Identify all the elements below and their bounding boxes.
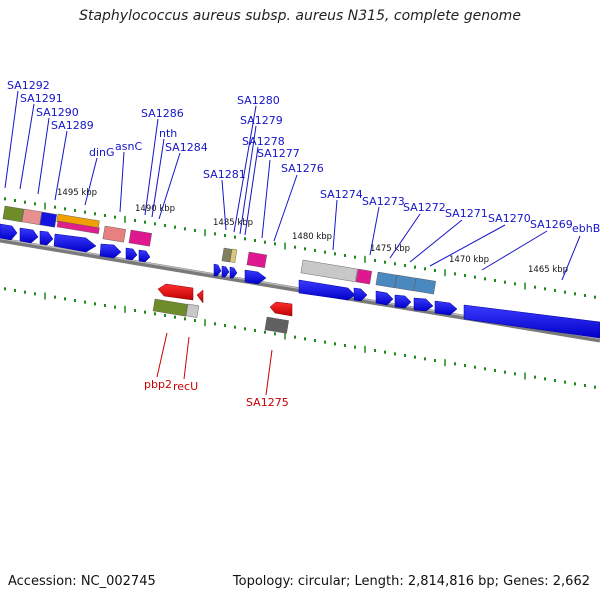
feature-box xyxy=(152,298,188,317)
gene-label: SA1275 xyxy=(246,396,289,409)
feature-box xyxy=(300,259,358,283)
topology-text: Topology: circular; Length: 2,814,816 bp… xyxy=(232,574,590,589)
gene-label: SA1292 xyxy=(7,79,50,92)
gene-label: pbp2 xyxy=(144,378,172,391)
cds-arrow xyxy=(213,263,222,277)
gene-label: SA1269 xyxy=(530,218,573,231)
gene-label: SA1281 xyxy=(203,168,246,181)
gene-label: SA1272 xyxy=(403,201,446,214)
cds-arrow xyxy=(244,269,267,285)
cds-arrow xyxy=(138,249,151,263)
kbp-label: 1480 kbp xyxy=(292,232,332,242)
feature-box xyxy=(355,268,373,285)
cds-arrow-reverse xyxy=(196,289,204,304)
feature-box xyxy=(185,303,200,318)
cds-arrow xyxy=(298,279,356,301)
gene-label: SA1290 xyxy=(36,106,79,119)
reverse-cds-track xyxy=(157,283,293,317)
kbp-label: 1495 kbp xyxy=(57,188,97,198)
kbp-label: 1485 kbp xyxy=(213,218,253,228)
cds-arrow xyxy=(99,243,122,259)
gene-label: SA1271 xyxy=(445,207,488,220)
cds-arrow xyxy=(353,287,368,302)
feature-box xyxy=(264,316,289,334)
gene-label: asnC xyxy=(115,140,142,153)
gene-label: SA1280 xyxy=(237,94,280,107)
feature-box xyxy=(56,220,100,235)
map-title: Staphylococcus aureus subsp. aureus N315… xyxy=(79,8,521,24)
cds-arrow xyxy=(434,300,458,316)
cds-arrow xyxy=(19,227,39,244)
gene-label: SA1273 xyxy=(362,195,405,208)
kbp-labels: 1495 kbp 1490 kbp 1485 kbp 1480 kbp 1475… xyxy=(57,188,568,275)
cds-arrow xyxy=(125,247,138,261)
forward-feature-track xyxy=(2,205,436,295)
gene-label: SA1286 xyxy=(141,107,184,120)
gene-label: SA1270 xyxy=(488,212,531,225)
gene-label: SA1289 xyxy=(51,119,94,132)
feature-box xyxy=(2,205,24,223)
kbp-label: 1465 kbp xyxy=(528,265,568,275)
cds-arrow xyxy=(375,290,394,306)
gene-label: SA1276 xyxy=(281,162,324,175)
scale-ticks xyxy=(4,197,596,389)
feature-box xyxy=(413,277,436,295)
gene-label: SA1279 xyxy=(240,114,283,127)
gene-label: SA1274 xyxy=(320,188,363,201)
feature-box xyxy=(246,251,267,268)
accession-text: Accession: NC_002745 xyxy=(8,574,156,589)
forward-label-leaders xyxy=(4,90,581,281)
cds-arrow xyxy=(394,294,412,309)
feature-box xyxy=(102,225,126,243)
cds-arrow xyxy=(39,230,54,246)
feature-box xyxy=(21,208,42,225)
gene-label: SA1291 xyxy=(20,92,63,105)
cds-arrow-reverse xyxy=(157,283,194,301)
cds-arrow-reverse xyxy=(269,301,293,317)
reverse-feature-track xyxy=(152,298,289,334)
reverse-labels: pbp2 recU SA1275 xyxy=(144,378,289,409)
feature-box xyxy=(375,271,397,289)
kbp-label: 1490 kbp xyxy=(135,204,175,214)
gene-label: dinG xyxy=(89,146,115,159)
gene-label: recU xyxy=(173,380,198,393)
kbp-label: 1470 kbp xyxy=(449,255,489,265)
gene-label: SA1278 xyxy=(242,135,285,148)
cds-arrow xyxy=(463,304,600,339)
feature-box xyxy=(39,211,58,228)
cds-arrow xyxy=(413,297,434,312)
cds-arrow xyxy=(229,266,238,279)
cds-arrow xyxy=(53,233,97,253)
forward-labels: SA1292 SA1291 SA1290 SA1289 dinG asnC SA… xyxy=(7,79,600,235)
reverse-label-leaders xyxy=(156,332,273,396)
feature-box xyxy=(394,274,416,292)
feature-box xyxy=(128,229,152,247)
feature-box xyxy=(229,248,238,263)
gene-label: nth xyxy=(159,127,177,140)
kbp-label: 1475 kbp xyxy=(370,244,410,254)
gene-label: SA1277 xyxy=(257,147,300,160)
gene-label: ebhB xyxy=(572,222,600,235)
forward-cds-track xyxy=(0,223,600,339)
cds-arrow xyxy=(221,265,230,278)
cds-arrow xyxy=(0,223,18,241)
gene-label: SA1284 xyxy=(165,141,208,154)
